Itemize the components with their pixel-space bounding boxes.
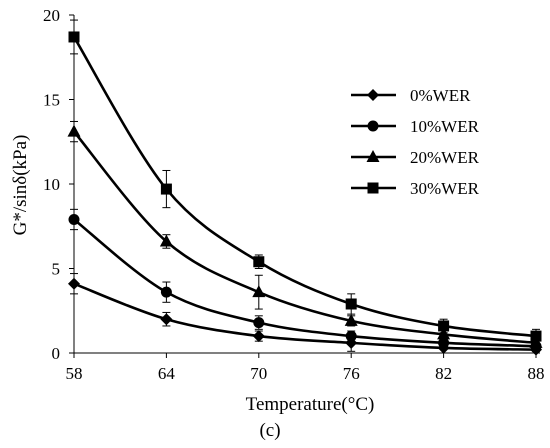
legend-entry: 0%WER — [351, 86, 471, 105]
data-point — [253, 317, 265, 329]
data-point — [253, 256, 265, 268]
legend-label: 0%WER — [410, 86, 471, 105]
axes: 0 5 10 15 20 58 64 70 76 82 88 — [43, 6, 545, 383]
legend-entry: 20%WER — [351, 148, 480, 167]
data-point — [68, 31, 80, 43]
series-30pctwer — [68, 19, 542, 344]
legend: 0%WER 10%WER 20%WER 30%WER — [351, 86, 480, 198]
legend-marker — [366, 150, 380, 162]
legend-label: 20%WER — [410, 148, 480, 167]
data-point — [438, 320, 450, 332]
y-tick-label: 15 — [43, 91, 60, 110]
data-point — [160, 183, 172, 195]
y-tick-label: 0 — [52, 344, 61, 363]
x-tick-label: 64 — [158, 364, 176, 383]
legend-marker — [367, 89, 379, 101]
x-tick-label: 76 — [343, 364, 360, 383]
data-point — [345, 330, 357, 342]
legend-marker — [367, 182, 379, 194]
legend-entry: 10%WER — [351, 117, 480, 136]
series-line — [73, 282, 537, 351]
legend-label: 30%WER — [410, 179, 480, 198]
x-axis-label: Temperature(°C) — [246, 394, 375, 415]
x-tick-label: 70 — [250, 364, 267, 383]
x-tick-label: 88 — [528, 364, 545, 383]
x-tick-label: 58 — [66, 364, 83, 383]
y-tick-label: 10 — [43, 175, 60, 194]
x-tick-label: 82 — [435, 364, 452, 383]
panel-label: (c) — [259, 420, 280, 441]
data-point — [438, 337, 450, 349]
series-line — [73, 218, 537, 348]
legend-marker — [367, 120, 379, 132]
data-point — [160, 286, 172, 298]
legend-label: 10%WER — [410, 117, 480, 136]
legend-entry: 30%WER — [351, 179, 480, 198]
data-point — [344, 313, 358, 326]
data-point — [67, 124, 81, 137]
plot-area — [67, 19, 543, 356]
data-point — [530, 330, 542, 342]
data-point — [437, 327, 451, 340]
data-point — [68, 213, 80, 225]
data-point — [159, 234, 173, 247]
y-tick-label: 5 — [52, 260, 61, 279]
y-tick-label: 20 — [43, 6, 60, 25]
data-point — [252, 285, 266, 298]
data-point — [68, 277, 80, 290]
data-point — [252, 330, 265, 343]
data-point — [160, 313, 173, 326]
data-point — [345, 298, 357, 310]
y-axis-label: G*/sinδ(kPa) — [10, 135, 31, 236]
